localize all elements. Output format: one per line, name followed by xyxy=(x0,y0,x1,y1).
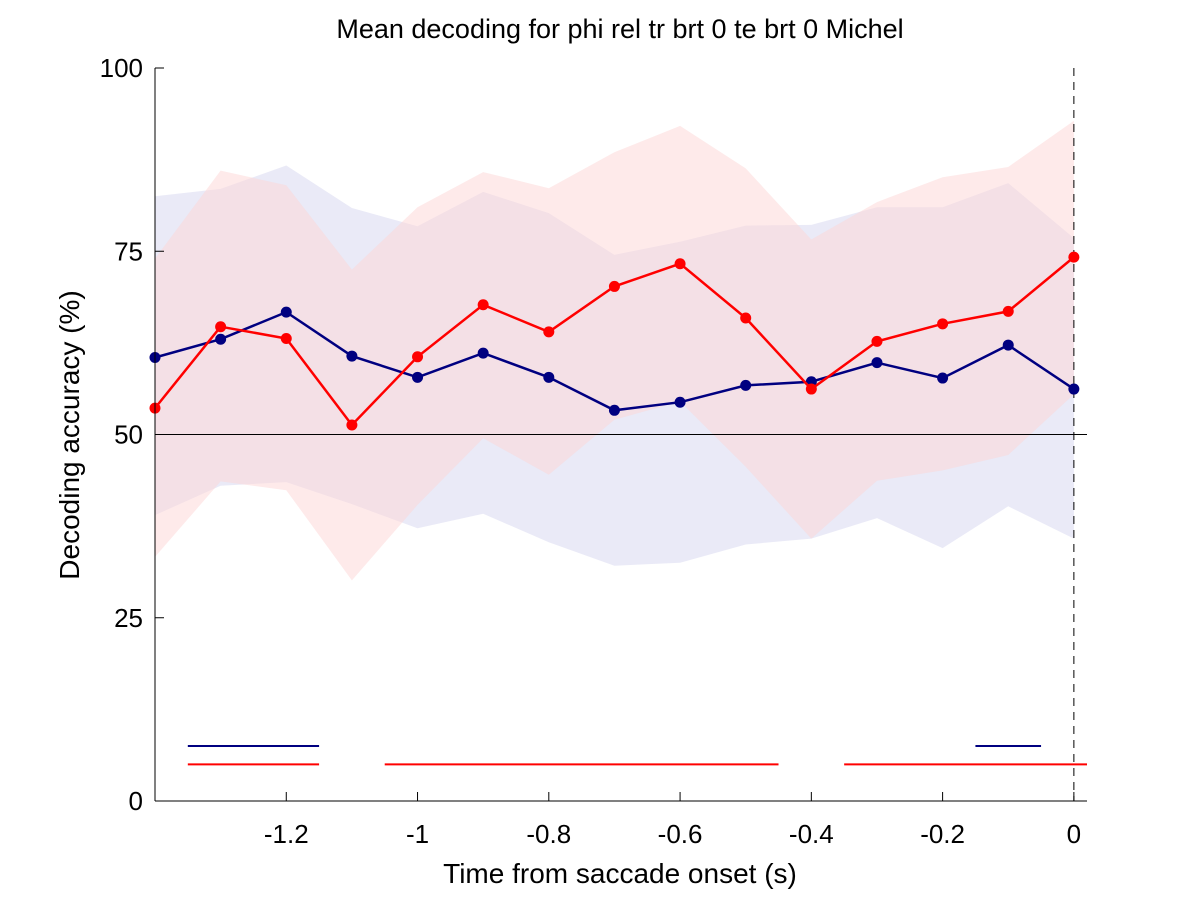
x-axis-label: Time from saccade onset (s) xyxy=(443,858,797,889)
data-point-2-15 xyxy=(1068,251,1080,263)
data-point-1-6 xyxy=(477,347,489,359)
tick-labels: -1.2 -1 -0.8 -0.6 -0.4 -0.2 0 0 25 50 75 100 xyxy=(100,53,1081,849)
data-point-1-5 xyxy=(412,371,424,383)
data-point-2-10 xyxy=(740,312,752,324)
x-tick-label-3: -0.8 xyxy=(526,819,571,849)
x-tick-label-7: 0 xyxy=(1067,819,1081,849)
data-point-1-15 xyxy=(1068,383,1080,395)
data-point-1-12 xyxy=(871,357,883,369)
y-tick-label-1: 0 xyxy=(129,786,143,816)
x-tick-label-6: -0.2 xyxy=(920,819,965,849)
data-point-2-3 xyxy=(280,332,292,344)
data-point-2-7 xyxy=(543,326,555,338)
confidence-bands xyxy=(155,120,1074,581)
y-axis-label: Decoding accuracy (%) xyxy=(54,290,85,579)
data-point-2-14 xyxy=(1002,305,1014,317)
data-point-2-12 xyxy=(871,335,883,347)
series-lines xyxy=(149,251,1080,431)
x-tick-label-2: -1 xyxy=(406,819,429,849)
data-point-1-10 xyxy=(740,379,752,391)
data-point-2-11 xyxy=(805,383,817,395)
reference-lines xyxy=(155,68,1087,801)
significance-bars xyxy=(187,745,1087,766)
y-tick-label-2: 25 xyxy=(114,603,143,633)
data-point-1-2 xyxy=(215,333,227,345)
y-tick-label-4: 75 xyxy=(114,236,143,266)
data-point-1-7 xyxy=(543,371,555,383)
data-point-2-9 xyxy=(674,258,686,270)
x-tick-label-4: -0.6 xyxy=(658,819,703,849)
data-point-2-13 xyxy=(937,318,949,330)
data-point-1-9 xyxy=(674,396,686,408)
data-point-2-5 xyxy=(412,351,424,363)
data-point-2-6 xyxy=(477,299,489,311)
confidence-band-2 xyxy=(155,120,1074,581)
x-tick-label-1: -1.2 xyxy=(264,819,309,849)
data-point-2-8 xyxy=(608,280,620,292)
data-point-1-8 xyxy=(608,404,620,416)
x-tick-label-5: -0.4 xyxy=(789,819,834,849)
data-point-1-3 xyxy=(280,306,292,318)
data-point-2-2 xyxy=(215,321,227,333)
data-point-1-4 xyxy=(346,350,358,362)
data-point-2-4 xyxy=(346,419,358,431)
data-point-1-14 xyxy=(1002,339,1014,351)
y-tick-label-3: 50 xyxy=(114,420,143,450)
axes xyxy=(154,67,1087,802)
data-point-1-13 xyxy=(937,372,949,384)
y-tick-label-5: 100 xyxy=(100,53,143,83)
chart-title: Mean decoding for phi rel tr brt 0 te br… xyxy=(336,14,903,44)
